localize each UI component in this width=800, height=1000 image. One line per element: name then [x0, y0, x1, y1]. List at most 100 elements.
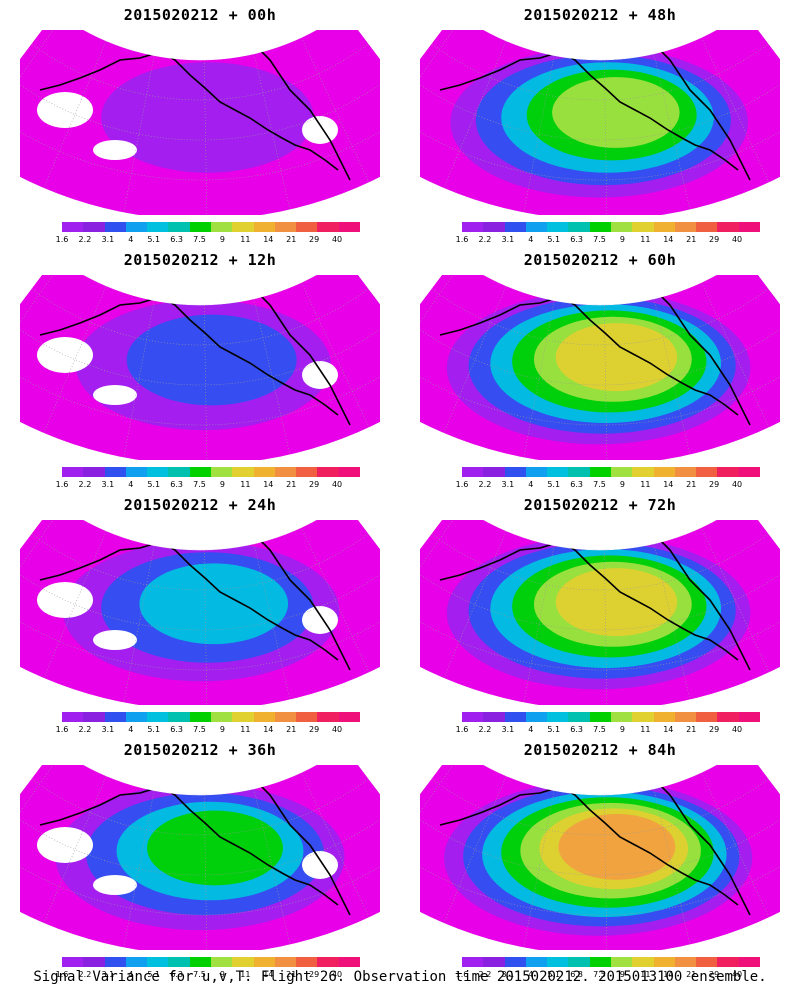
colorbar-swatch: [483, 467, 505, 477]
colorbar-tick-label: 14: [663, 480, 674, 489]
colorbar-tick-label: 14: [663, 725, 674, 734]
colorbar-tick-label: 2.2: [78, 725, 92, 734]
colorbar-swatch: [632, 712, 654, 722]
colorbar-ticks: 1.6 2.2 3.1 4 5.1 6.3 7.5 9 11 14 21 29 40: [455, 235, 765, 245]
colorbar-swatch: [462, 222, 484, 232]
colorbar-swatch: [610, 467, 633, 477]
colorbar-swatch: [483, 957, 505, 967]
colorbar-swatch: [83, 957, 105, 967]
colorbar: [62, 957, 360, 969]
colorbar-ticks: 1.6 2.2 3.1 4 5.1 6.3 7.5 9 11 14 21 29 40: [455, 725, 765, 735]
colorbar-swatch: [274, 957, 297, 967]
colorbar-tick-label: 11: [240, 970, 251, 979]
colorbar-tick-label: 2.2: [478, 235, 492, 244]
colorbar-swatch: [738, 467, 760, 477]
colorbar-tick-label: 11: [240, 235, 251, 244]
colorbar-tick-label: 5.1: [147, 480, 161, 489]
colorbar-tick-label: 2.2: [478, 970, 492, 979]
colorbar-tick-label: 29: [709, 480, 720, 489]
colorbar-swatch: [253, 957, 275, 967]
colorbar-swatch: [62, 957, 84, 967]
colorbar-tick-label: 14: [263, 970, 274, 979]
colorbar-tick-label: 2.2: [78, 235, 92, 244]
colorbar-tick-label: 7.5: [193, 725, 206, 734]
panel-title: 2015020212 + 36h: [123, 741, 277, 759]
colorbar-tick-label: 1.6: [55, 480, 69, 489]
panel-title: 2015020212 + 48h: [523, 6, 677, 24]
colorbar-tick-label: 9: [619, 725, 625, 734]
colorbar-swatch: [483, 222, 505, 232]
colorbar-ticks: 1.6 2.2 3.1 4 5.1 6.3 7.5 9 11 14 21 29 40: [55, 970, 365, 980]
colorbar-swatch: [525, 712, 548, 722]
field-contours: [20, 30, 380, 215]
colorbar-tick-label: 9: [219, 725, 225, 734]
colorbar-tick-label: 6.3: [170, 235, 183, 244]
colorbar-swatch: [653, 712, 675, 722]
colorbar-swatch: [83, 712, 105, 722]
colorbar-tick-label: 1.6: [455, 480, 469, 489]
colorbar-tick-label: 4: [528, 235, 534, 244]
colorbar-swatch: [547, 222, 569, 232]
colorbar-tick-label: 3.1: [501, 725, 515, 734]
colorbar-tick-label: 4: [528, 970, 534, 979]
colorbar-tick-label: 2.2: [478, 725, 492, 734]
colorbar-swatch: [210, 222, 233, 232]
colorbar-tick-label: 14: [663, 235, 674, 244]
colorbar-tick-label: 40: [331, 970, 343, 979]
colorbar-swatch: [717, 712, 739, 722]
colorbar-swatch: [147, 957, 169, 967]
colorbar-tick-label: 29: [709, 235, 720, 244]
colorbar-swatch: [317, 957, 339, 967]
colorbar-tick-label: 9: [219, 235, 225, 244]
colorbar-tick-label: 4: [528, 725, 534, 734]
colorbar-tick-label: 11: [640, 970, 651, 979]
colorbar: [462, 957, 760, 969]
colorbar-swatch: [568, 467, 590, 477]
colorbar-tick-label: 29: [309, 725, 320, 734]
colorbar-tick-label: 6.3: [570, 725, 583, 734]
panel-title: 2015020212 + 24h: [123, 496, 277, 514]
colorbar-tick-label: 29: [309, 235, 320, 244]
map-panel: 2015020212 + 72h 1.6 2.2 3.1 4 5.1 6.3 7.5 9 11 14…: [400, 490, 800, 735]
colorbar-ticks: 1.6 2.2 3.1 4 5.1 6.3 7.5 9 11 14 21 29 40: [55, 480, 365, 490]
colorbar-swatch: [232, 467, 254, 477]
panel-title: 2015020212 + 84h: [523, 741, 677, 759]
colorbar-swatch: [189, 712, 211, 722]
colorbar-swatch: [104, 957, 126, 967]
colorbar-tick-label: 4: [128, 725, 134, 734]
colorbar-swatch: [632, 957, 654, 967]
colorbar-tick-label: 2.2: [478, 480, 492, 489]
colorbar-tick-label: 7.5: [593, 970, 606, 979]
colorbar-swatch: [525, 467, 548, 477]
colorbar-tick-label: 29: [709, 970, 720, 979]
colorbar-tick-label: 29: [709, 725, 720, 734]
colorbar-swatch: [589, 222, 611, 232]
colorbar-swatch: [462, 957, 484, 967]
field-contours: [420, 30, 780, 215]
colorbar: [62, 712, 360, 724]
panel-title: 2015020212 + 00h: [123, 6, 277, 24]
colorbar-swatch: [189, 222, 211, 232]
colorbar-swatch: [83, 467, 105, 477]
field-contours: [20, 275, 380, 460]
colorbar-tick-label: 40: [331, 725, 343, 734]
colorbar-tick-label: 3.1: [501, 970, 515, 979]
colorbar-swatch: [589, 467, 611, 477]
colorbar-swatch: [738, 957, 760, 967]
colorbar-tick-label: 7.5: [593, 725, 606, 734]
colorbar-tick-label: 4: [528, 480, 534, 489]
colorbar-swatch: [125, 467, 148, 477]
colorbar-tick-label: 14: [263, 725, 274, 734]
colorbar-tick-label: 40: [731, 970, 743, 979]
colorbar: [462, 467, 760, 479]
colorbar-tick-label: 1.6: [55, 235, 69, 244]
colorbar-swatch: [125, 957, 148, 967]
colorbar-tick-label: 21: [686, 480, 697, 489]
colorbar-tick-label: 3.1: [501, 480, 515, 489]
colorbar-swatch: [125, 712, 148, 722]
colorbar-tick-label: 14: [263, 480, 274, 489]
map-panel: 2015020212 + 48h 1.6 2.2 3.1 4 5.1 6.3 7.5 9 11 14…: [400, 0, 800, 245]
colorbar-swatch: [253, 467, 275, 477]
colorbar-tick-label: 21: [286, 970, 297, 979]
colorbar-swatch: [338, 712, 360, 722]
